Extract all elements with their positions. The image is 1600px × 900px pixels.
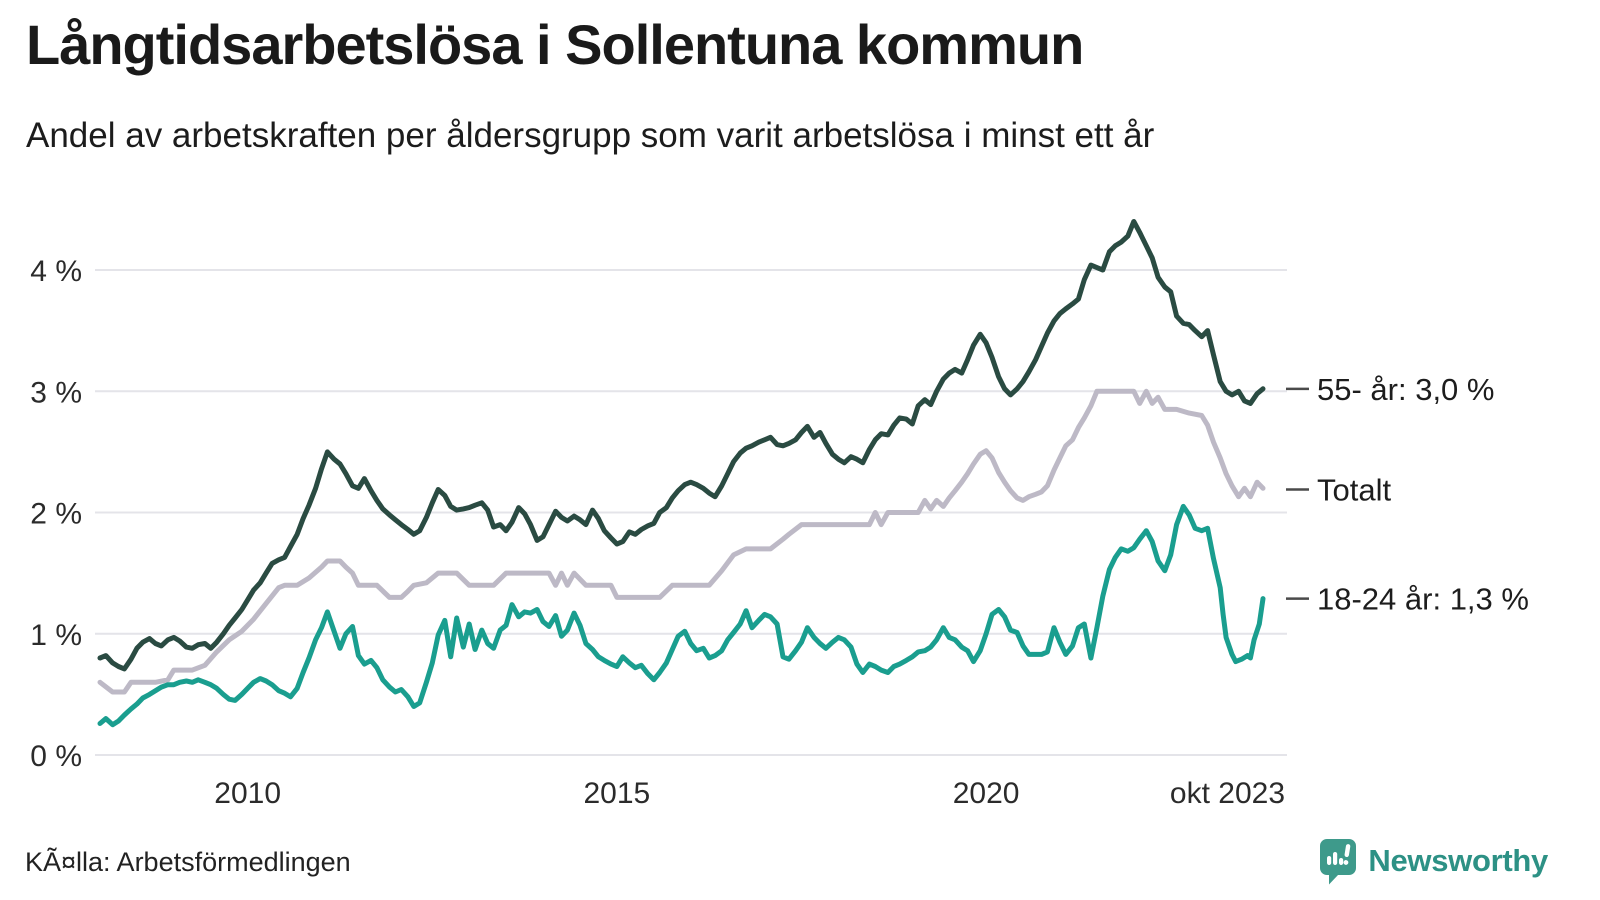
series-lines [97,219,1266,728]
y-tick-label: 3 % [30,376,82,409]
x-tick-label: 2010 [214,777,281,810]
series-line-18-24 år [97,503,1266,728]
y-axis-labels: 0 % 1 % 2 % 3 % 4 % [30,255,82,773]
newsworthy-logo-icon [1320,839,1357,885]
x-tick-label: okt 2023 [1170,777,1285,810]
y-tick-label: 4 % [30,255,82,288]
y-tick-label: 1 % [30,619,82,652]
newsworthy-wordmark: Newsworthy [1368,843,1548,878]
source-note: KÃ¤lla: Arbetsförmedlingen [25,847,351,877]
end-label: 55- år: 3,0 % [1317,372,1494,407]
gridlines [95,269,1287,756]
y-tick-label: 2 % [30,498,82,531]
x-tick-label: 2020 [953,777,1020,810]
page-title: Långtidsarbetslösa i Sollentuna kommun [26,13,1084,76]
y-tick-label: 0 % [30,740,82,773]
x-axis-labels: 2010 2015 2020 okt 2023 [214,777,1285,810]
page-subtitle: Andel av arbetskraften per åldersgrupp s… [26,116,1155,155]
x-tick-label: 2015 [584,777,651,810]
series-end-labels: 55- år: 3,0 % Totalt 18-24 år: 1,3 % [1286,372,1529,617]
series-line-Totalt [97,388,1266,695]
branding: Newsworthy [1318,836,1548,886]
series-line-55- år [97,219,1266,672]
line-chart: 0 % 1 % 2 % 3 % 4 % 2010 2015 2020 okt 2023 55-… [30,219,1529,810]
end-label: Totalt [1317,472,1391,507]
end-label: 18-24 år: 1,3 % [1317,582,1529,617]
